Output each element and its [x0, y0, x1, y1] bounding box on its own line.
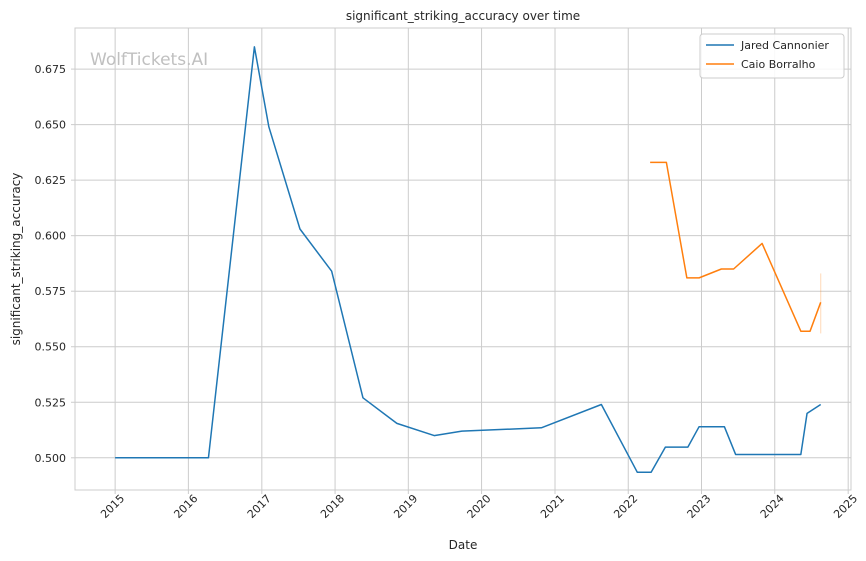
y-tick-label: 0.500 — [35, 452, 67, 465]
y-tick-label: 0.525 — [35, 396, 67, 409]
chart-title: significant_striking_accuracy over time — [346, 9, 580, 23]
legend-label-jared-cannonier: Jared Cannonier — [740, 39, 829, 52]
y-tick-label: 0.650 — [35, 119, 67, 132]
y-axis-label: significant_striking_accuracy — [9, 173, 23, 346]
y-tick-label: 0.550 — [35, 341, 67, 354]
series-line-jared-cannonier — [115, 46, 822, 473]
legend-box — [699, 33, 845, 79]
y-axis-ticks: 0.500 0.525 0.550 0.575 0.600 0.625 0.650 0.675 — [35, 63, 75, 465]
series-lines — [115, 46, 822, 473]
plot-frame — [74, 27, 852, 491]
legend: Jared Cannonier Caio Borralho — [699, 33, 845, 79]
y-tick-label: 0.600 — [35, 230, 67, 243]
watermark: WolfTickets.AI — [90, 50, 208, 70]
series-line-caio-borralho — [650, 161, 822, 332]
y-tick-label: 0.575 — [35, 285, 67, 298]
y-tick-label: 0.625 — [35, 174, 67, 187]
y-tick-label: 0.675 — [35, 63, 67, 76]
legend-label-caio-borralho: Caio Borralho — [741, 58, 816, 71]
x-axis-label: Date — [449, 538, 478, 552]
